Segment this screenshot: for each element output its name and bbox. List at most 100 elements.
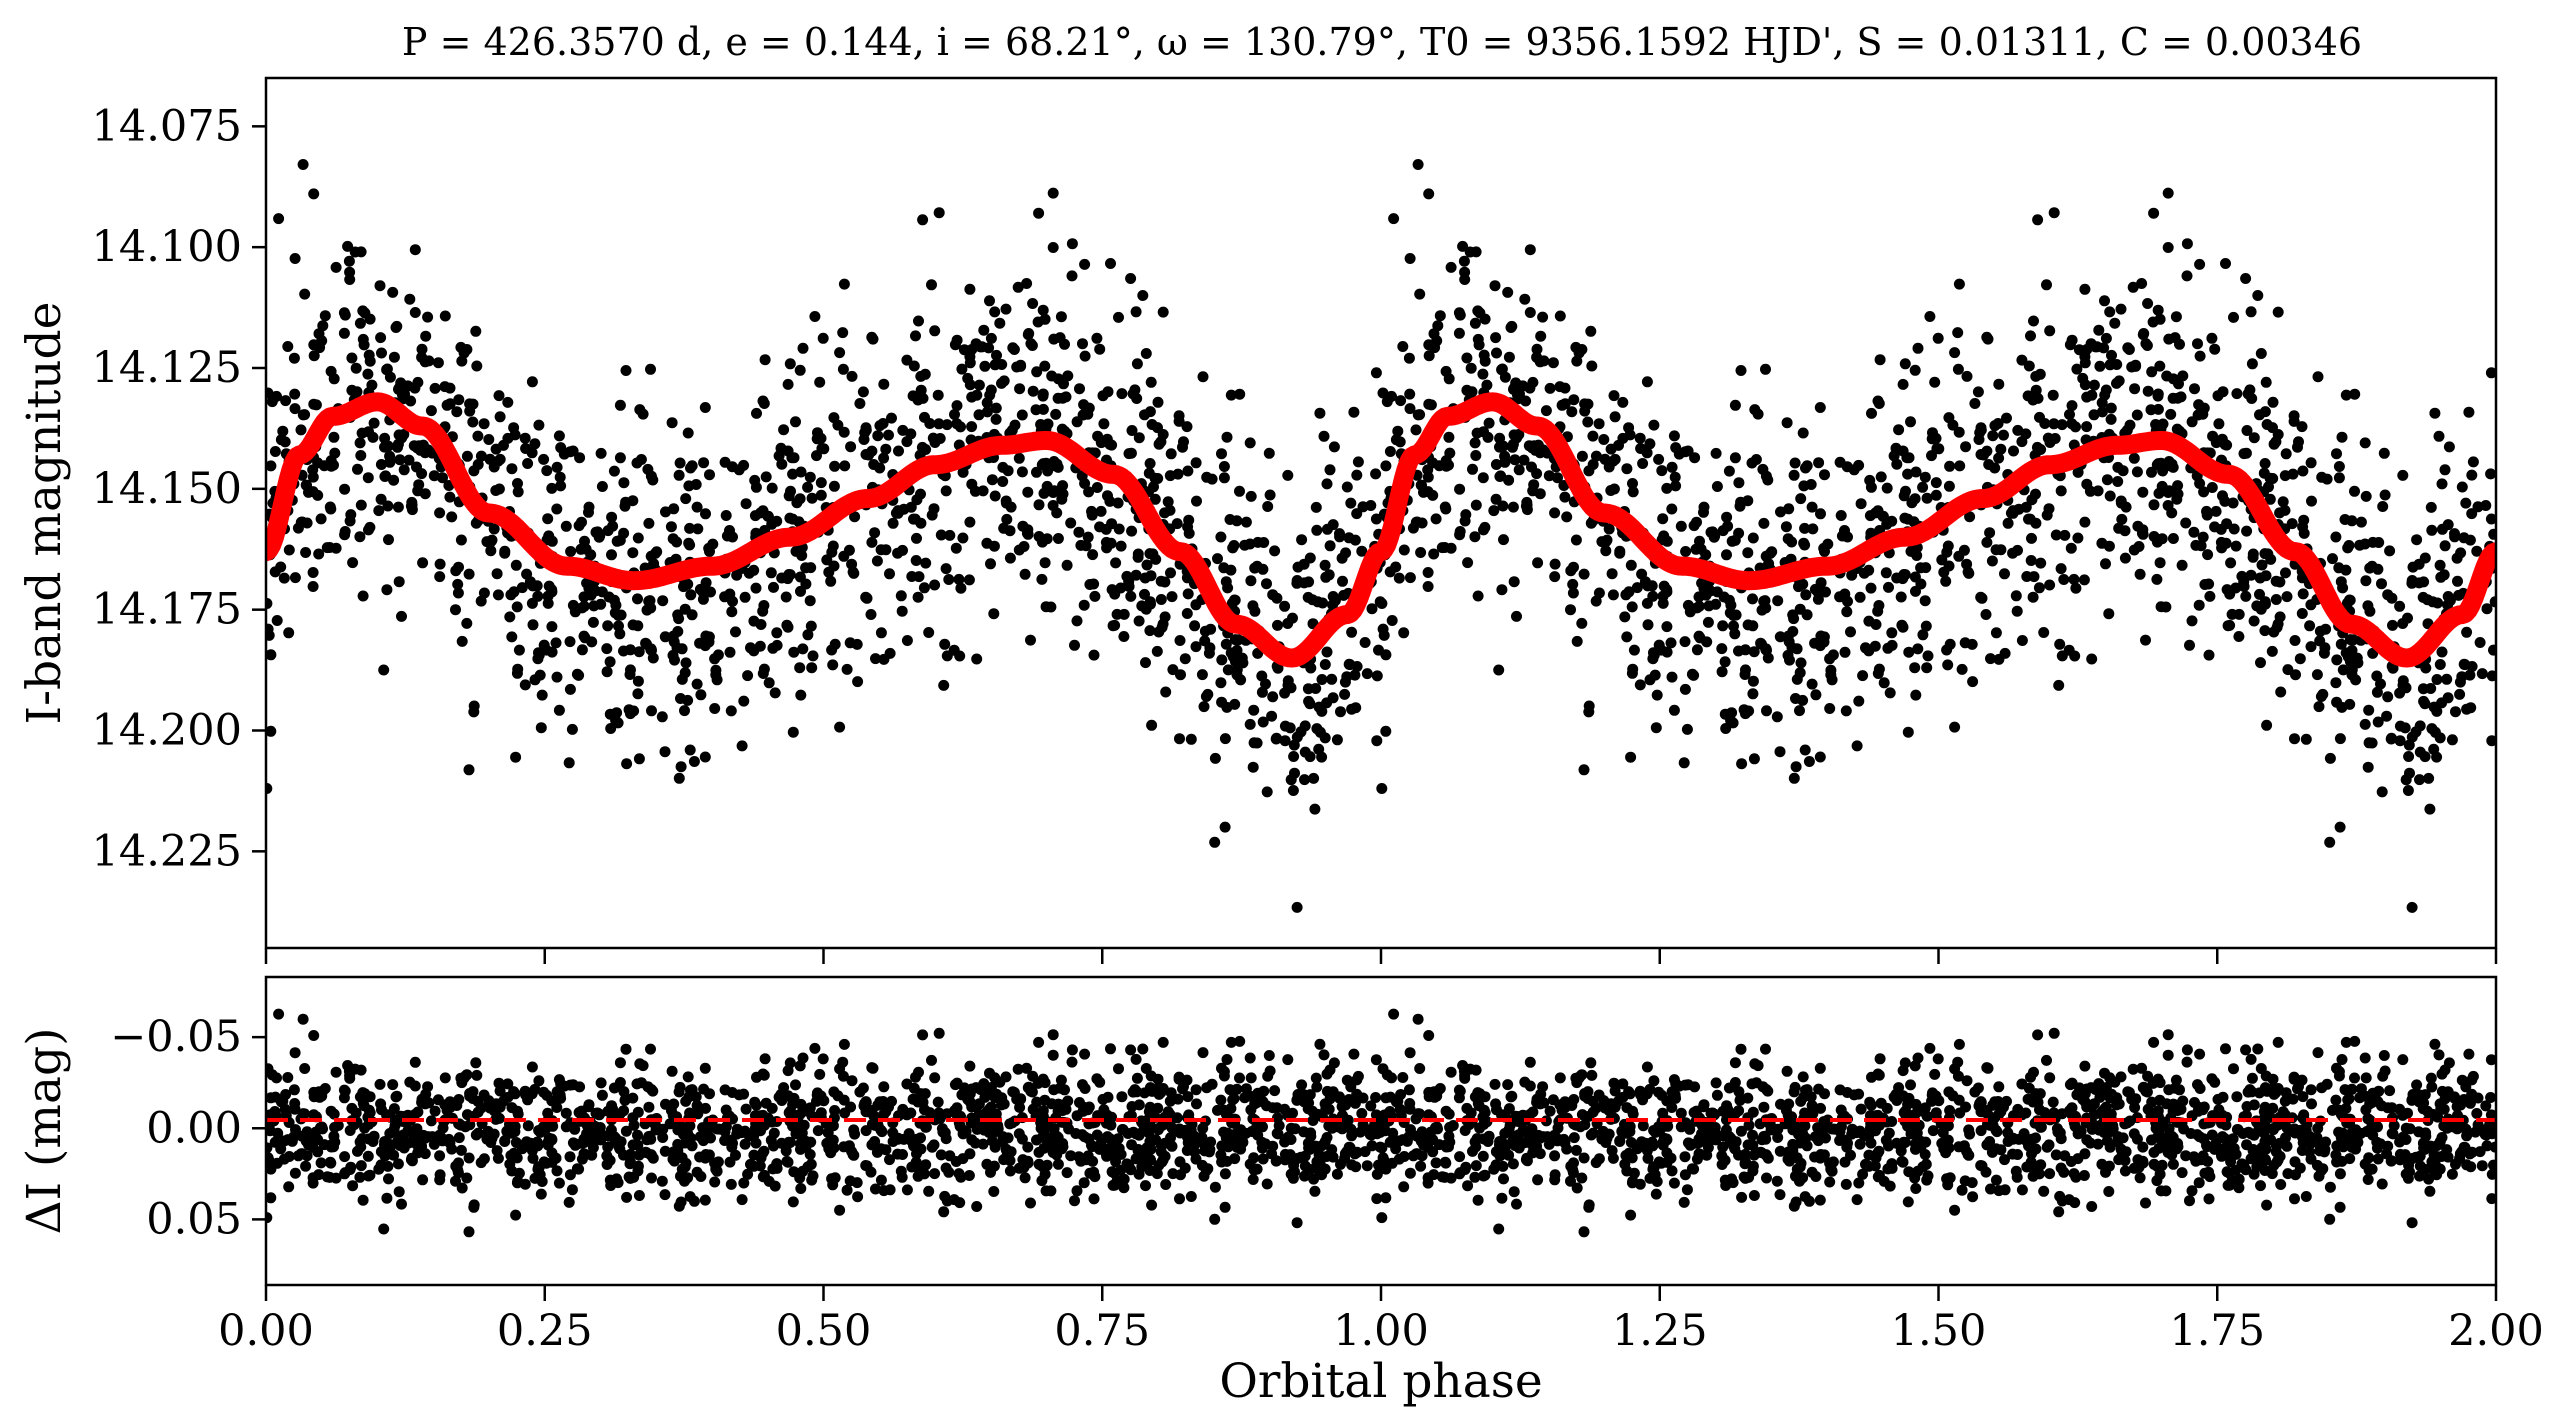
residual-point (1036, 1131, 1048, 1143)
residual-point (2230, 1164, 2242, 1176)
observation-point (1657, 513, 1669, 525)
observation-point (1726, 707, 1738, 719)
observation-point (2070, 421, 2081, 433)
observation-point (1055, 311, 1067, 323)
observation-point (576, 644, 588, 656)
residual-point (2324, 1213, 2336, 1225)
observation-point (2055, 563, 2067, 575)
observation-point (1477, 368, 1489, 380)
observation-point (2485, 468, 2496, 480)
observation-point (357, 590, 369, 602)
observation-point (1287, 785, 1299, 796)
observation-point (975, 341, 986, 353)
observation-point (289, 388, 301, 400)
observation-point (2417, 591, 2429, 603)
residual-point (633, 1190, 645, 1201)
observation-point (1705, 526, 1717, 538)
residual-point (815, 1090, 827, 1102)
observation-point (583, 506, 594, 518)
observation-point (379, 471, 391, 482)
observation-point (1018, 541, 1030, 552)
residual-point (1910, 1183, 1922, 1194)
residual-point (1919, 1102, 1931, 1114)
observation-point (2170, 311, 2182, 323)
observation-point (1144, 625, 1156, 637)
observation-point (697, 586, 709, 598)
observation-point (506, 463, 518, 475)
residual-point (1328, 1057, 1340, 1069)
residual-point (838, 1094, 850, 1106)
residual-point (2103, 1186, 2115, 1197)
observation-point (1377, 623, 1389, 635)
observation-point (2233, 608, 2245, 620)
observation-point (1710, 447, 1722, 459)
observation-point (595, 598, 607, 610)
residual-point (1576, 1109, 1588, 1121)
observation-point (613, 620, 624, 632)
observation-point (964, 357, 976, 369)
observation-point (1470, 246, 1482, 258)
observation-point (1576, 617, 1588, 629)
residual-point (602, 1141, 614, 1153)
residual-point (692, 1108, 704, 1120)
residual-point (2267, 1073, 2279, 1085)
residual-point (1717, 1141, 1729, 1153)
observation-point (964, 379, 976, 391)
observation-point (782, 621, 794, 633)
observation-point (397, 393, 409, 405)
observation-point (339, 309, 351, 321)
observation-point (450, 604, 461, 616)
observation-point (1462, 557, 1474, 569)
observation-point (1062, 370, 1074, 382)
observation-point (633, 753, 645, 765)
residual-point (1508, 1186, 1520, 1198)
residual-point (510, 1209, 522, 1221)
observation-point (1585, 325, 1597, 337)
residual-point (595, 1077, 607, 1089)
observation-point (2259, 625, 2271, 637)
observation-point (307, 567, 319, 578)
observation-point (2314, 625, 2326, 637)
residual-point (419, 1148, 431, 1160)
observation-point (2242, 388, 2254, 400)
observation-point (1653, 453, 1665, 465)
observation-point (1069, 639, 1080, 651)
residual-point (2476, 1160, 2488, 1172)
observation-point (463, 568, 475, 580)
observation-point (1008, 344, 1020, 355)
residual-point (2279, 1095, 2291, 1107)
observation-point (1125, 447, 1137, 459)
observation-point (1422, 581, 1434, 592)
residual-point (390, 1091, 402, 1103)
observation-point (1309, 803, 1321, 815)
observation-point (2130, 360, 2142, 372)
observation-point (2011, 605, 2023, 617)
observation-point (1181, 608, 1193, 619)
observation-point (2316, 471, 2328, 483)
observation-point (2359, 718, 2371, 730)
observation-point (1933, 443, 1945, 455)
observation-point (1149, 493, 1161, 505)
observation-point (1586, 360, 1598, 372)
observation-point (989, 306, 1001, 318)
observation-point (2079, 283, 2091, 295)
observation-point (2318, 647, 2330, 659)
observation-point (2336, 431, 2348, 443)
residual-point (1772, 1132, 1784, 1143)
observation-point (2406, 901, 2418, 913)
observation-point (1094, 521, 1106, 533)
observation-point (2431, 674, 2443, 685)
observation-point (1603, 523, 1615, 535)
observation-point (778, 424, 790, 436)
observation-point (1835, 510, 1847, 521)
observation-point (550, 637, 562, 649)
observation-point (1258, 537, 1270, 548)
observation-point (1534, 356, 1546, 368)
observation-point (920, 557, 932, 569)
observation-point (2359, 538, 2371, 550)
observation-point (1262, 501, 1274, 512)
observation-point (2485, 513, 2496, 525)
observation-point (2194, 258, 2206, 270)
observation-point (1000, 303, 1012, 315)
observation-point (535, 722, 547, 734)
